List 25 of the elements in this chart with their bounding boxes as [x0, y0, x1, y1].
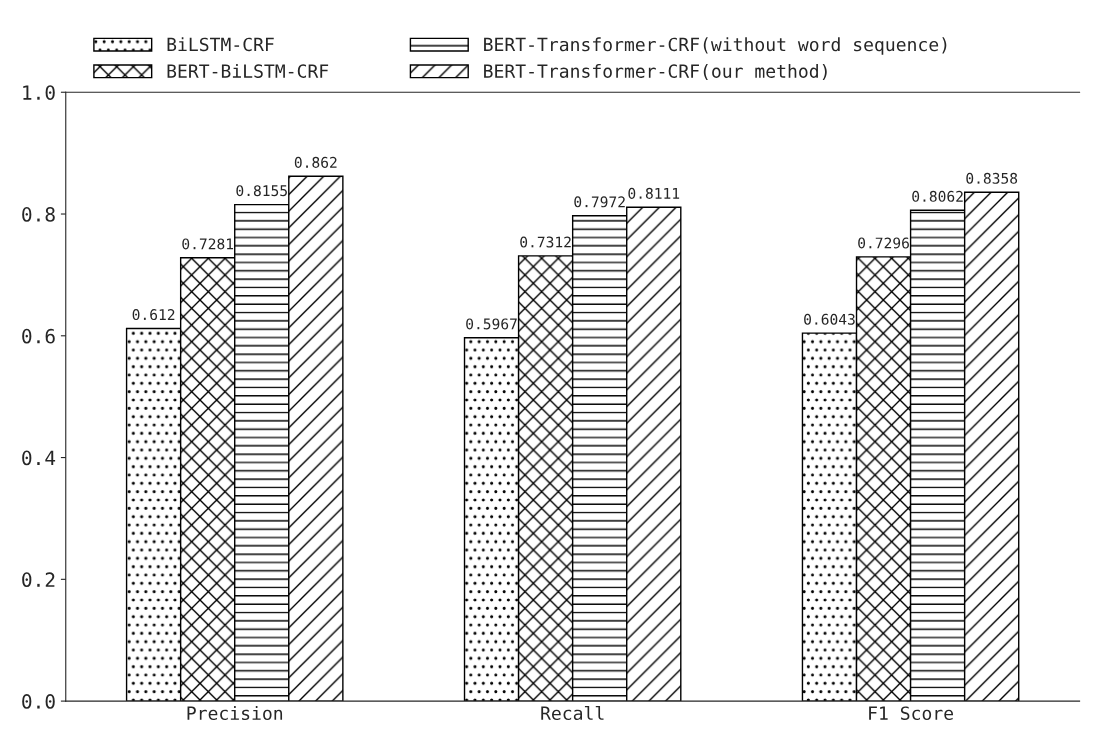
legend-label: BERT-BiLSTM-CRF	[167, 63, 329, 78]
data-label: 0.7972	[574, 196, 625, 208]
legend-label: BiLSTM-CRF	[167, 37, 274, 52]
data-label: 0.8062	[912, 190, 963, 202]
y-tick-label: 0.2	[22, 572, 55, 588]
data-label: 0.8358	[966, 172, 1018, 184]
data-label: 0.8155	[236, 185, 287, 197]
data-label: 0.7312	[520, 236, 571, 248]
data-label: 0.5967	[466, 318, 517, 330]
y-tick-label: 0.0	[22, 694, 55, 709]
x-tick-label: Precision	[187, 706, 283, 721]
data-label: 0.862	[294, 156, 337, 168]
y-tick-label: 0.8	[22, 207, 55, 222]
data-label: 0.612	[132, 309, 175, 321]
x-tick-label: Recall	[541, 705, 604, 721]
x-tick-label: F1 Score	[869, 706, 954, 721]
y-tick-label: 0.4	[22, 450, 56, 466]
data-label: 0.6043	[804, 313, 855, 325]
data-label: 0.7296	[858, 237, 909, 249]
data-label: 0.7281	[182, 238, 234, 250]
legend-label: BERT-Transformer-CRF(without word sequence)	[484, 37, 947, 55]
data-label: 0.8111	[628, 187, 680, 199]
y-tick-label: 0.6	[22, 328, 55, 344]
legend-label: BERT-Transformer-CRF(our method)	[484, 63, 827, 81]
y-tick-label: 1.0	[23, 85, 55, 100]
